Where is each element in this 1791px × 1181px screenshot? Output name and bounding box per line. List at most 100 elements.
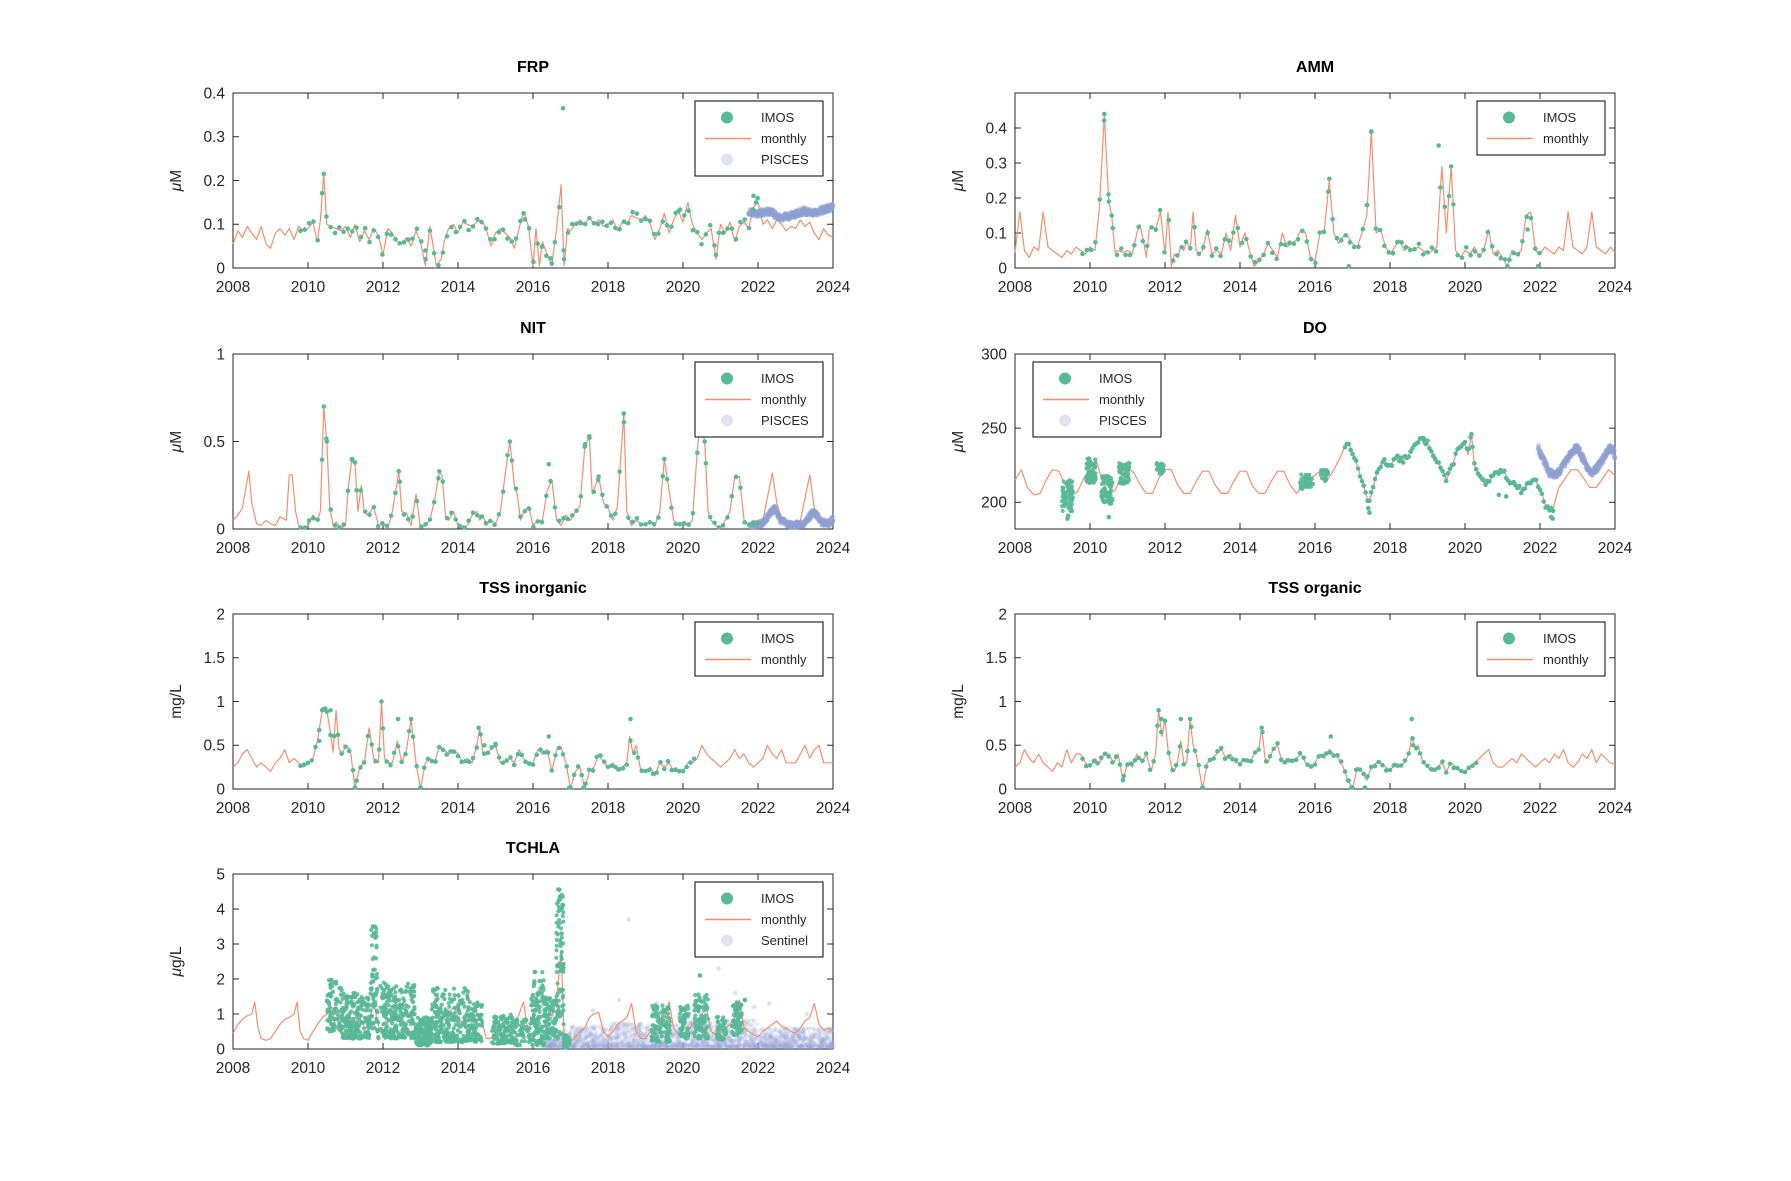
svg-text:2020: 2020 [666, 1060, 701, 1077]
svg-text:mg/L: mg/L [168, 684, 185, 719]
svg-text:2016: 2016 [1298, 540, 1332, 557]
svg-text:2018: 2018 [1373, 279, 1407, 296]
svg-text:PISCES: PISCES [1099, 413, 1147, 428]
svg-text:IMOS: IMOS [1099, 371, 1133, 386]
svg-text:2014: 2014 [1223, 279, 1258, 296]
plot-tss-inorganic: TSS inorganic 2008 2010 2012 2014 2016 2018 20… [143, 574, 853, 846]
plot-title-amm: AMM [1295, 59, 1335, 76]
svg-text:2016: 2016 [516, 1060, 550, 1077]
svg-text:2012: 2012 [1148, 540, 1182, 557]
svg-text:0.5: 0.5 [985, 738, 1007, 755]
svg-text:0: 0 [998, 260, 1007, 277]
svg-text:0.3: 0.3 [985, 155, 1007, 172]
plot-title-tchla: TCHLA [505, 840, 561, 857]
plot-frp: FRP 2008 2010 2012 2014 2016 2018 2020 2022 2024… [143, 53, 853, 325]
svg-text:2010: 2010 [291, 800, 326, 817]
svg-text:2022: 2022 [741, 279, 775, 296]
svg-text:2022: 2022 [741, 540, 775, 557]
svg-text:2008: 2008 [216, 540, 250, 557]
svg-text:2022: 2022 [1523, 800, 1557, 817]
svg-text:2018: 2018 [1373, 540, 1407, 557]
svg-text:4: 4 [216, 901, 225, 918]
svg-text:2008: 2008 [998, 279, 1032, 296]
svg-text:2014: 2014 [441, 279, 476, 296]
svg-text:1: 1 [216, 346, 225, 363]
svg-text:2022: 2022 [741, 800, 775, 817]
plot-canvas-frp: 2008 2010 2012 2014 2016 2018 2020 2022 2024 0 0.1… [168, 85, 851, 296]
plot-title-frp: FRP [517, 59, 549, 76]
plot-nit: NIT 2008 2010 2012 2014 2016 2018 2020 2022 2024… [143, 314, 853, 586]
svg-text:2014: 2014 [1223, 540, 1258, 557]
svg-text:2020: 2020 [666, 800, 701, 817]
svg-text:μg/L: μg/L [168, 946, 185, 977]
svg-text:2010: 2010 [291, 1060, 326, 1077]
svg-text:0: 0 [216, 781, 225, 798]
svg-text:2016: 2016 [516, 279, 550, 296]
svg-text:1.5: 1.5 [985, 650, 1007, 667]
svg-text:mg/L: mg/L [950, 684, 967, 719]
plot-canvas-tchla: 2008 2010 2012 2014 2016 2018 2020 2022 2024 0 1 2 3… [168, 866, 851, 1077]
svg-text:PISCES: PISCES [761, 413, 809, 428]
svg-text:2008: 2008 [998, 540, 1032, 557]
svg-text:2016: 2016 [1298, 800, 1332, 817]
svg-text:monthly: monthly [1099, 392, 1145, 407]
svg-text:2018: 2018 [591, 800, 625, 817]
svg-text:0: 0 [216, 1041, 225, 1058]
svg-text:2016: 2016 [516, 800, 550, 817]
svg-text:0: 0 [216, 521, 225, 538]
plot-canvas-tss-inorganic: 2008 2010 2012 2014 2016 2018 2020 2022 2024 0 0.5… [168, 606, 851, 817]
svg-text:2018: 2018 [591, 1060, 625, 1077]
svg-text:2010: 2010 [1073, 800, 1108, 817]
svg-text:2010: 2010 [1073, 540, 1108, 557]
svg-text:0.5: 0.5 [203, 738, 225, 755]
svg-text:2010: 2010 [291, 279, 326, 296]
svg-text:0.1: 0.1 [985, 225, 1007, 242]
svg-text:300: 300 [981, 346, 1007, 363]
svg-text:2020: 2020 [1448, 800, 1483, 817]
svg-text:2024: 2024 [1598, 279, 1633, 296]
svg-text:monthly: monthly [1543, 131, 1589, 146]
svg-text:monthly: monthly [761, 652, 807, 667]
svg-text:250: 250 [981, 421, 1007, 438]
svg-text:2016: 2016 [516, 540, 550, 557]
svg-text:2: 2 [216, 971, 225, 988]
plot-do: DO 2008 2010 2012 2014 2016 2018 2020 2022 2024 2… [925, 314, 1635, 586]
svg-text:IMOS: IMOS [761, 371, 795, 386]
svg-text:0: 0 [216, 260, 225, 277]
svg-text:2022: 2022 [1523, 279, 1557, 296]
plot-canvas-tss-organic: 2008 2010 2012 2014 2016 2018 2020 2022 2024 0 0.5… [950, 606, 1633, 817]
svg-text:1.5: 1.5 [203, 650, 225, 667]
svg-text:2020: 2020 [1448, 279, 1483, 296]
svg-text:monthly: monthly [1543, 652, 1589, 667]
svg-text:0.2: 0.2 [203, 173, 225, 190]
svg-text:2012: 2012 [366, 540, 400, 557]
plot-tchla: TCHLA 2008 2010 2012 2014 2016 2018 2020 2022 20… [143, 834, 853, 1106]
svg-text:monthly: monthly [761, 392, 807, 407]
plot-tss-organic: TSS organic 2008 2010 2012 2014 2016 2018 2020… [925, 574, 1635, 846]
plot-title-nit: NIT [520, 320, 546, 337]
svg-text:2020: 2020 [666, 540, 701, 557]
svg-text:2022: 2022 [1523, 540, 1557, 557]
plot-canvas-nit: 2008 2010 2012 2014 2016 2018 2020 2022 2024 0 0.5… [168, 346, 851, 557]
svg-text:0.5: 0.5 [203, 434, 225, 451]
svg-text:0.4: 0.4 [985, 120, 1007, 137]
svg-text:2020: 2020 [1448, 540, 1483, 557]
plot-amm: AMM 2008 2010 2012 2014 2016 2018 2020 2022 2024… [925, 53, 1635, 325]
plot-title-tss-organic: TSS organic [1268, 580, 1362, 597]
svg-text:2014: 2014 [441, 540, 476, 557]
svg-text:1: 1 [216, 1006, 225, 1023]
svg-text:3: 3 [216, 936, 225, 953]
svg-text:1: 1 [998, 694, 1007, 711]
svg-text:2012: 2012 [366, 800, 400, 817]
svg-text:IMOS: IMOS [761, 631, 795, 646]
svg-text:0: 0 [998, 781, 1007, 798]
svg-text:0.2: 0.2 [985, 190, 1007, 207]
svg-text:μM: μM [168, 431, 185, 453]
svg-text:2018: 2018 [1373, 800, 1407, 817]
svg-text:2008: 2008 [998, 800, 1032, 817]
plot-title-do: DO [1303, 320, 1327, 337]
svg-text:2012: 2012 [1148, 800, 1182, 817]
svg-text:IMOS: IMOS [761, 110, 795, 125]
plot-canvas-do: 2008 2010 2012 2014 2016 2018 2020 2022 2024 200 2… [950, 346, 1633, 557]
